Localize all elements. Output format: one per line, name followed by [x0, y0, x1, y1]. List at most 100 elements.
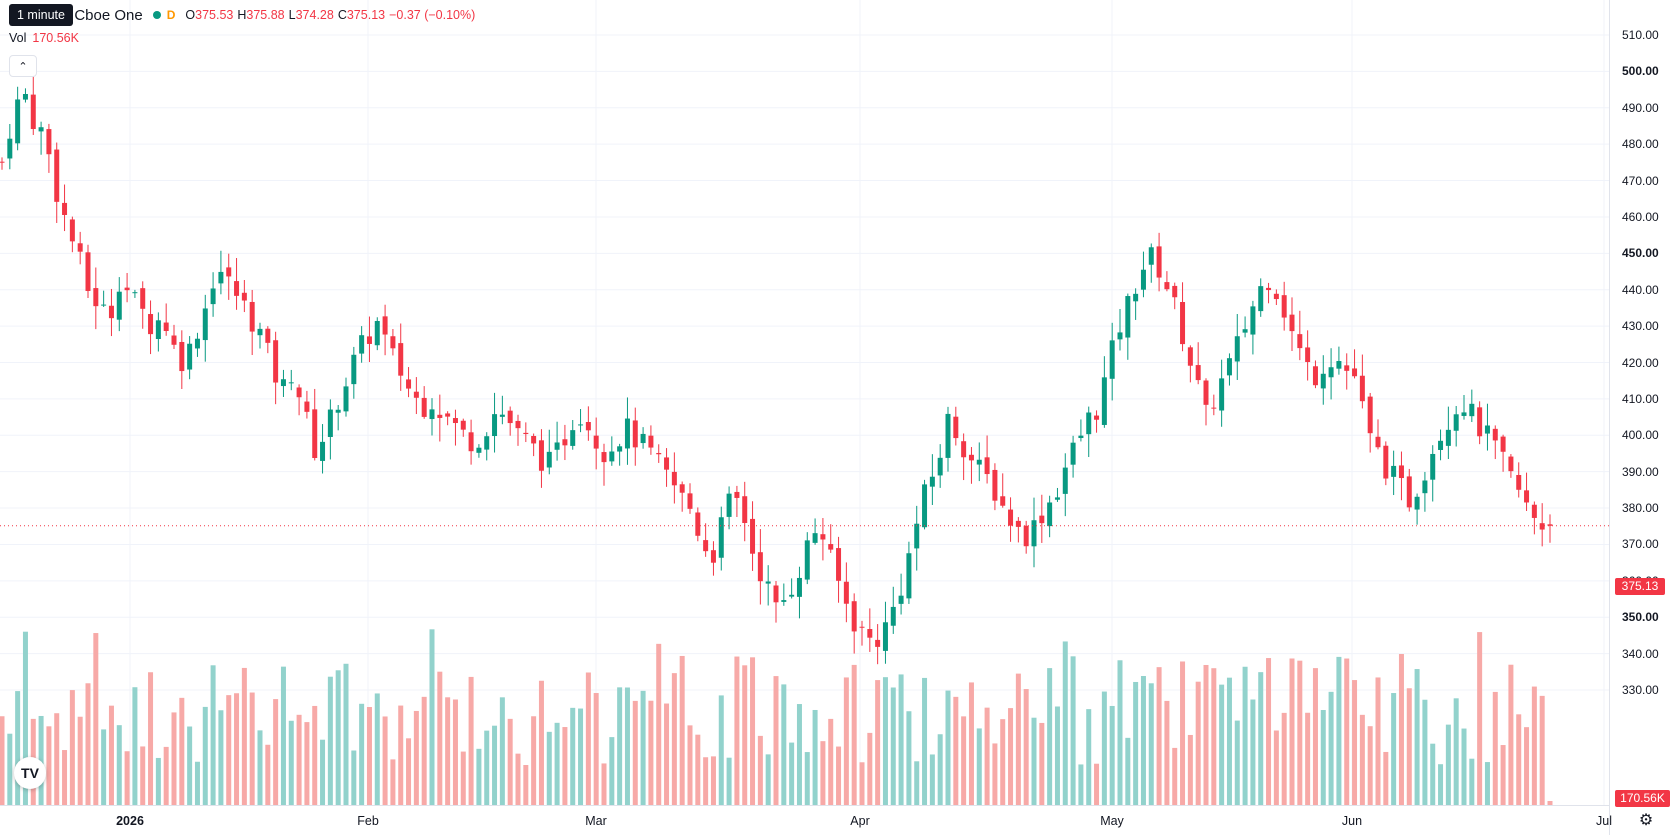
- candle-body: [1422, 480, 1428, 494]
- tradingview-logo-icon[interactable]: TV: [14, 757, 46, 789]
- data-source-badge[interactable]: D: [166, 8, 176, 22]
- change-value: −0.37 (−0.10%): [389, 8, 476, 22]
- volume-bar: [1133, 681, 1139, 805]
- candle-body: [437, 414, 443, 418]
- candle-body: [851, 601, 857, 632]
- candle-body: [351, 354, 357, 385]
- candle-body: [468, 432, 474, 452]
- candle-body: [1352, 368, 1358, 377]
- market-status-icon[interactable]: [152, 11, 161, 19]
- volume-bar: [1047, 668, 1053, 805]
- candle-body: [882, 622, 888, 651]
- volume-bar: [750, 657, 756, 805]
- candle-body: [499, 414, 505, 417]
- volume-bar: [1312, 668, 1318, 805]
- y-tick-label: 440.00: [1622, 282, 1659, 297]
- volume-bar: [1359, 714, 1365, 805]
- candle-body: [320, 441, 326, 461]
- x-tick-label: Jun: [1341, 814, 1363, 828]
- volume-bar: [1203, 664, 1209, 805]
- candle-body: [335, 409, 341, 413]
- collapse-legend-button[interactable]: ⌃: [9, 55, 37, 77]
- candle-body: [460, 420, 466, 430]
- volume-bar: [1344, 658, 1350, 805]
- candle-body: [484, 436, 490, 450]
- volume-bar: [812, 709, 818, 805]
- volume-bar: [335, 670, 341, 805]
- candle-body: [1015, 520, 1021, 527]
- volume-bar: [218, 710, 224, 805]
- candle-body: [327, 409, 333, 437]
- volume-bar: [163, 746, 169, 805]
- volume-bar: [1226, 677, 1232, 805]
- volume-bar: [1453, 698, 1459, 805]
- volume-bar: [257, 730, 263, 805]
- volume-bar: [1281, 712, 1287, 805]
- candle-body: [1500, 436, 1506, 452]
- volume-bar: [843, 677, 849, 805]
- candle-body: [945, 413, 951, 458]
- volume-bar: [46, 726, 52, 805]
- volume-bar: [1320, 710, 1326, 805]
- candle-body: [1039, 515, 1045, 524]
- volume-bar: [1164, 700, 1170, 805]
- volume-bar: [742, 665, 748, 805]
- close-value: 375.13: [346, 8, 386, 22]
- candle-body: [1219, 378, 1225, 411]
- candle-body: [452, 418, 458, 424]
- volume-bar: [796, 704, 802, 805]
- volume-bar: [1539, 695, 1545, 805]
- candle-body: [1031, 520, 1037, 547]
- volume-bar: [1156, 667, 1162, 805]
- y-tick-label: 510.00: [1622, 28, 1659, 42]
- candle-body: [1359, 375, 1365, 402]
- candle-body: [757, 552, 763, 582]
- candle-body: [750, 518, 756, 554]
- volume-bar: [226, 695, 232, 805]
- volume-bar: [898, 674, 904, 805]
- candle-body: [562, 439, 568, 446]
- candle-body: [836, 548, 842, 581]
- volume-bar: [1117, 660, 1123, 805]
- candle-body: [1531, 504, 1537, 518]
- volume-bar: [1070, 656, 1076, 805]
- candle-body: [398, 343, 404, 376]
- candle-body: [288, 382, 294, 384]
- candle-body: [194, 338, 200, 349]
- candle-body: [1070, 442, 1076, 465]
- x-tick-label: Mar: [585, 814, 607, 828]
- volume-bar: [1062, 641, 1068, 805]
- low-label: L: [288, 8, 296, 22]
- candle-body: [1281, 295, 1287, 318]
- candle-body: [1094, 415, 1100, 420]
- gear-icon[interactable]: ⚙: [1638, 812, 1654, 829]
- y-tick-label: 490.00: [1622, 100, 1659, 115]
- price-chart[interactable]: [0, 0, 1610, 835]
- volume-bar: [62, 750, 68, 805]
- candle-body: [1398, 465, 1404, 479]
- volume-bar: [187, 726, 193, 805]
- volume-bar: [664, 703, 670, 805]
- volume-bar: [773, 676, 779, 805]
- volume-bar: [1039, 722, 1045, 805]
- candle-body: [1266, 287, 1272, 291]
- volume-bar: [1500, 745, 1506, 805]
- candle-body: [554, 442, 560, 450]
- candle-body: [46, 129, 52, 155]
- candle-body: [296, 387, 302, 398]
- chevron-up-icon: ⌃: [18, 60, 28, 73]
- volume-bar: [452, 699, 458, 805]
- volume-bar: [710, 756, 716, 805]
- volume-bar: [1328, 691, 1334, 805]
- volume-bar: [1015, 673, 1021, 805]
- volume-bar: [1406, 688, 1412, 805]
- volume-bar: [695, 734, 701, 805]
- y-tick-label: 370.00: [1622, 537, 1659, 552]
- volume-bar: [1023, 689, 1029, 805]
- candle-body: [366, 336, 372, 344]
- candle-body: [1516, 474, 1522, 490]
- volume-bar: [593, 693, 599, 805]
- volume-bar: [382, 716, 388, 805]
- volume-bar: [671, 673, 677, 805]
- volume-bar: [538, 680, 544, 805]
